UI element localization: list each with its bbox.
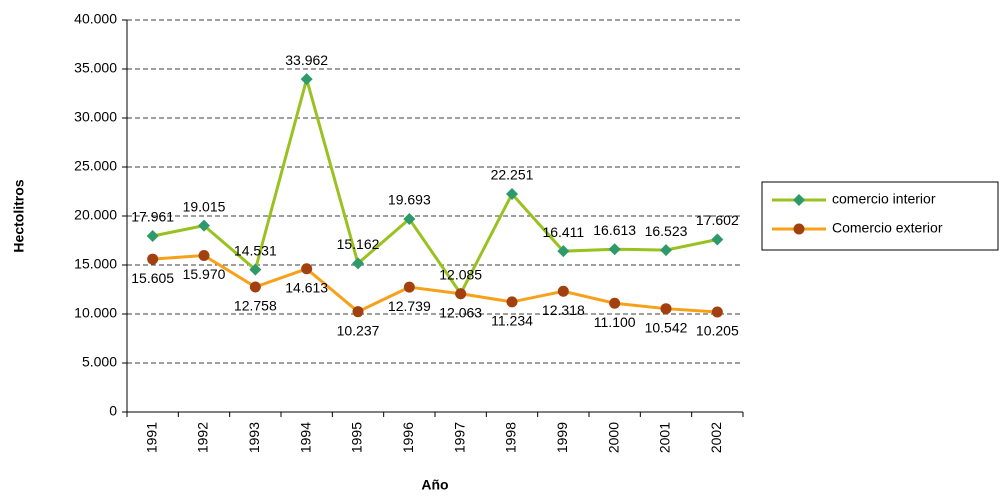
point bbox=[352, 257, 364, 270]
data-label: 14.531 bbox=[234, 242, 277, 258]
series-line bbox=[152, 73, 718, 297]
data-label: 12.063 bbox=[439, 304, 482, 320]
data-label: 17.602 bbox=[696, 212, 739, 228]
point bbox=[506, 187, 518, 200]
y-axis-title: Hectolitros bbox=[11, 179, 27, 252]
y-tick-label: 30.000 bbox=[74, 109, 117, 125]
point bbox=[198, 249, 210, 261]
data-label: 17.961 bbox=[131, 209, 174, 225]
data-label: 10.205 bbox=[696, 323, 739, 339]
legend-label: Comercio exterior bbox=[832, 220, 943, 236]
data-label: 10.237 bbox=[337, 322, 380, 338]
x-tick-label: 1998 bbox=[503, 422, 519, 453]
point bbox=[711, 233, 724, 246]
x-axis-title: Año bbox=[421, 477, 448, 493]
data-label: 15.605 bbox=[131, 270, 174, 286]
series-line bbox=[152, 253, 718, 314]
point bbox=[711, 306, 723, 318]
data-label: 10.542 bbox=[645, 319, 688, 335]
y-tick-label: 20.000 bbox=[74, 207, 117, 223]
point bbox=[249, 281, 261, 293]
point bbox=[352, 306, 364, 318]
x-tick-label: 2002 bbox=[708, 422, 724, 453]
data-label: 11.100 bbox=[594, 314, 636, 330]
point bbox=[146, 229, 159, 242]
data-label: 16.411 bbox=[542, 224, 584, 240]
x-tick-label: 1993 bbox=[246, 422, 262, 453]
point bbox=[506, 296, 518, 308]
legend-box bbox=[761, 181, 999, 251]
x-tick-label: 1997 bbox=[451, 422, 467, 453]
y-tick-label: 40.000 bbox=[74, 11, 117, 27]
y-tick-label: 5.000 bbox=[82, 354, 117, 370]
point bbox=[557, 285, 569, 297]
data-label: 22.251 bbox=[491, 167, 534, 183]
point bbox=[557, 245, 570, 258]
x-tick-label: 1991 bbox=[143, 422, 159, 453]
data-label: 12.085 bbox=[439, 266, 482, 282]
data-label: 19.693 bbox=[388, 192, 431, 208]
data-label: 33.962 bbox=[285, 52, 328, 68]
point bbox=[301, 263, 313, 275]
y-tick-label: 15.000 bbox=[74, 256, 117, 272]
y-tick-label: 10.000 bbox=[74, 305, 117, 321]
x-tick-label: 1994 bbox=[297, 422, 313, 453]
data-label: 16.613 bbox=[593, 222, 636, 238]
point bbox=[608, 243, 621, 256]
x-tick-label: 2001 bbox=[657, 422, 673, 453]
data-label: 16.523 bbox=[645, 223, 688, 239]
x-tick-label: 1992 bbox=[195, 422, 211, 453]
point bbox=[403, 213, 416, 226]
point bbox=[249, 263, 262, 276]
point bbox=[660, 244, 672, 257]
point bbox=[609, 297, 621, 309]
data-label: 15.970 bbox=[183, 266, 226, 282]
point bbox=[198, 219, 210, 232]
legend-marker bbox=[793, 223, 805, 235]
data-label: 15.162 bbox=[337, 236, 380, 252]
y-tick-label: 25.000 bbox=[74, 158, 117, 174]
data-label: 12.739 bbox=[388, 298, 431, 314]
x-tick-label: 1995 bbox=[349, 422, 365, 453]
point bbox=[147, 253, 159, 265]
legend-label: comercio interior bbox=[832, 191, 936, 207]
x-tick-label: 1999 bbox=[554, 422, 570, 453]
data-label: 19.015 bbox=[183, 198, 226, 214]
point bbox=[660, 303, 672, 315]
legend-marker bbox=[793, 194, 805, 206]
point bbox=[403, 281, 415, 293]
point bbox=[300, 73, 313, 86]
x-tick-label: 1996 bbox=[400, 422, 416, 453]
y-tick-label: 35.000 bbox=[74, 60, 117, 76]
y-tick-label: 0 bbox=[109, 403, 117, 419]
data-label: 11.234 bbox=[491, 313, 533, 329]
data-label: 12.318 bbox=[542, 302, 585, 318]
x-tick-label: 2000 bbox=[605, 422, 621, 453]
data-label: 14.613 bbox=[285, 279, 328, 295]
data-label: 12.758 bbox=[234, 298, 277, 314]
point bbox=[455, 288, 467, 300]
